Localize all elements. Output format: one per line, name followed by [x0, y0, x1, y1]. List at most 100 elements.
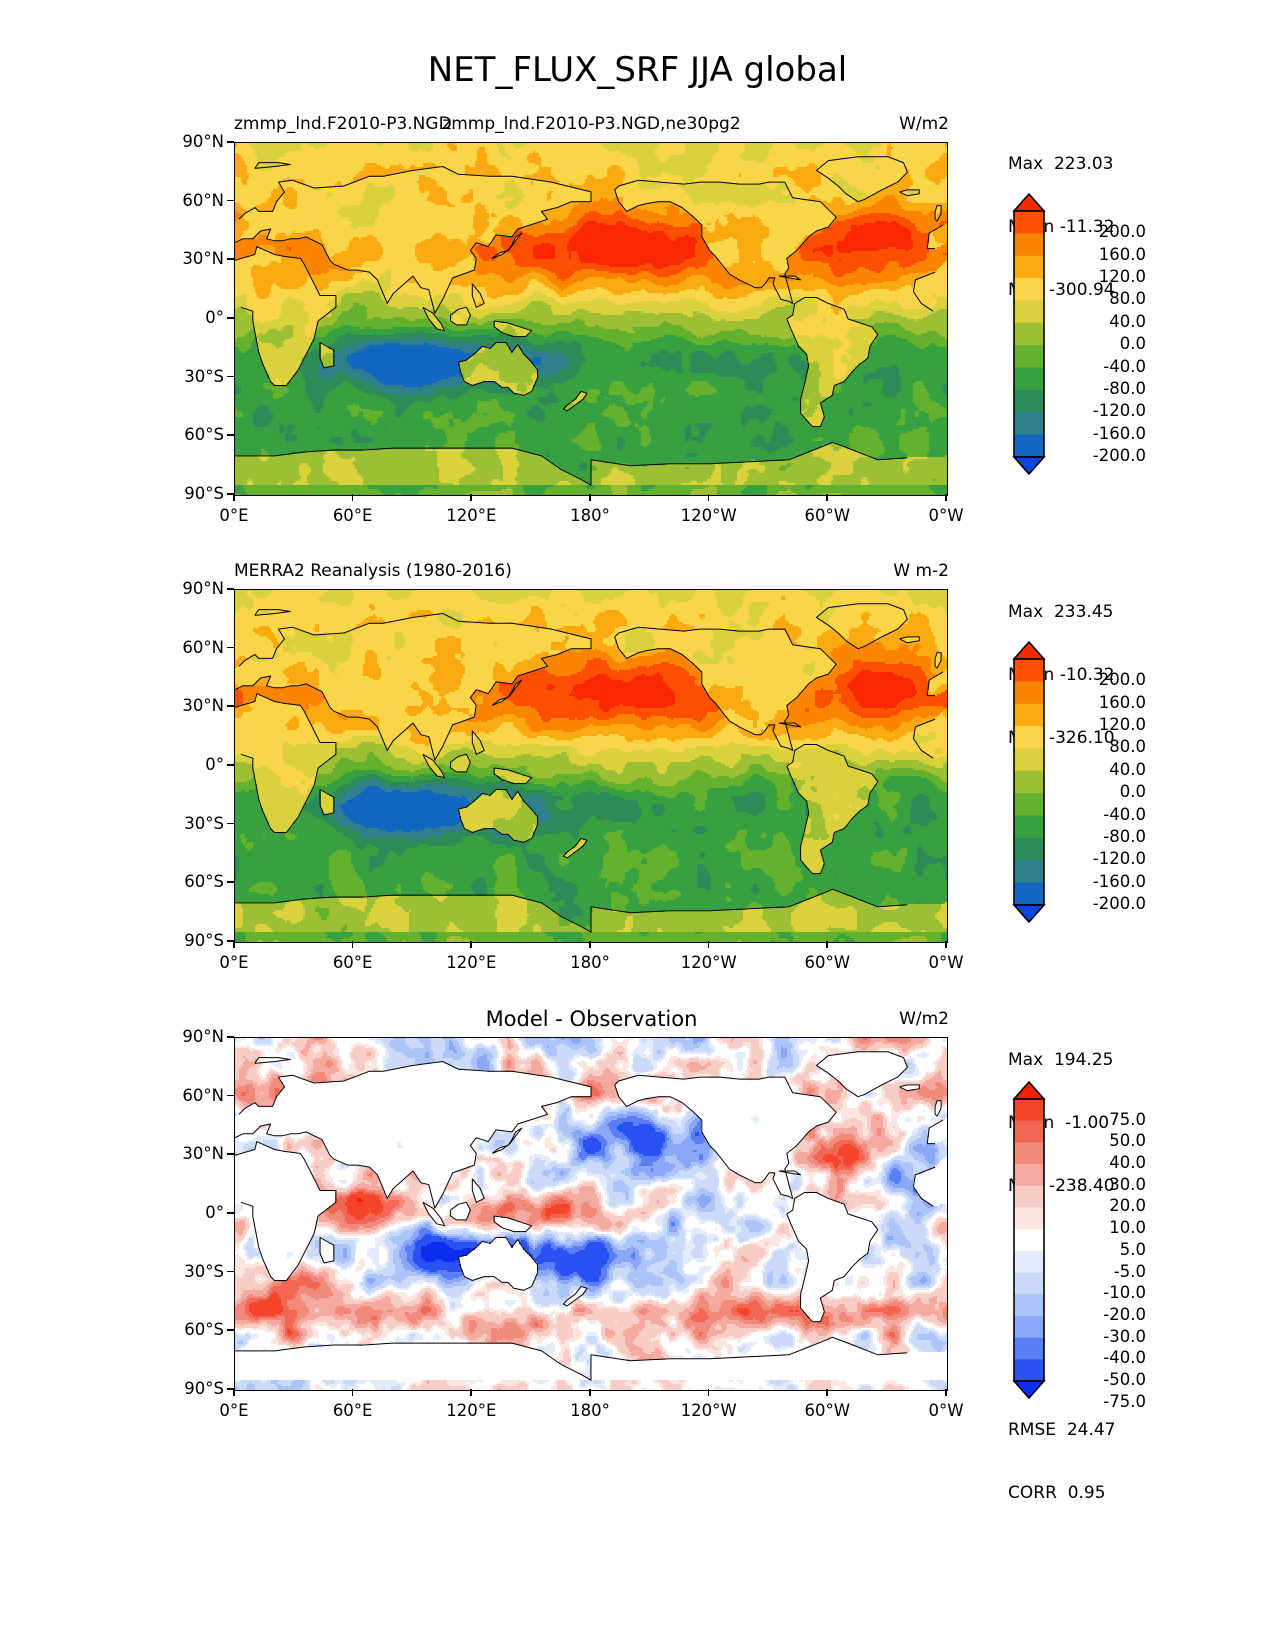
- stats-model-max: Max 223.03: [1008, 154, 1115, 175]
- ytick-mark-model-6: [227, 493, 234, 495]
- xtick-mark-difference-3: [589, 1389, 591, 1396]
- stats-corr-label: CORR: [1008, 1483, 1057, 1503]
- xtick-label-difference-0: 0°E: [184, 1401, 284, 1420]
- ytick-mark-difference-0: [227, 1036, 234, 1038]
- coastline-antarctica: [235, 888, 908, 933]
- xtick-mark-difference-0: [233, 1389, 235, 1396]
- xtick-mark-difference-1: [351, 1389, 354, 1396]
- colorbar-tick-label: 10.0: [1109, 1218, 1146, 1237]
- colorbar-tick-label: -10.0: [1103, 1283, 1146, 1302]
- xtick-mark-difference-6: [945, 1389, 947, 1396]
- coastline-n_america: [614, 179, 837, 304]
- colorbar-difference[interactable]: [1010, 1080, 1048, 1403]
- colorbar-tick-label: -5.0: [1114, 1262, 1146, 1281]
- coastline-philippines: [471, 283, 485, 308]
- xtick-mark-observation-4: [707, 941, 710, 948]
- xtick-mark-observation-5: [826, 941, 828, 948]
- map-model-svg: [235, 143, 947, 495]
- ytick-mark-observation-3: [227, 764, 234, 766]
- xtick-mark-model-1: [351, 494, 354, 501]
- coastline-madagascar: [319, 342, 335, 369]
- ytick-mark-observation-1: [227, 646, 234, 649]
- xtick-mark-difference-5: [826, 1389, 828, 1396]
- xtick-label-observation-4: 120°W: [659, 953, 759, 972]
- stats-observation-max: Max 233.45: [1008, 602, 1115, 623]
- xtick-mark-model-0: [233, 494, 235, 501]
- colorbar-tick-label: -40.0: [1103, 357, 1146, 376]
- ytick-mark-observation-2: [227, 705, 234, 707]
- colorbar-tick-label: 50.0: [1109, 1131, 1146, 1150]
- map-observation-svg: [235, 590, 947, 942]
- stats-observation-max-value: 233.45: [1054, 602, 1113, 622]
- colorbar-tick-label: -40.0: [1103, 805, 1146, 824]
- xtick-mark-model-2: [470, 494, 472, 501]
- stats-difference-min-value: -238.40: [1049, 1176, 1115, 1196]
- stats-corr: CORR 0.95: [1008, 1483, 1116, 1504]
- ytick-label-difference-6: 90°S: [156, 1379, 224, 1398]
- xtick-mark-observation-3: [589, 941, 591, 948]
- colorbar-observation[interactable]: [1010, 640, 1048, 927]
- coastline-iceland: [899, 1084, 920, 1092]
- xtick-mark-model-6: [945, 494, 947, 501]
- colorbar-tick-label: -75.0: [1103, 1392, 1146, 1411]
- colorbar-tick-label: 20.0: [1109, 1196, 1146, 1215]
- stats-model-max-label: Max: [1008, 154, 1043, 174]
- ytick-label-observation-2: 30°N: [156, 696, 224, 715]
- colorbar-tick-label: -40.0: [1103, 1348, 1146, 1367]
- ytick-label-difference-3: 0°: [156, 1203, 224, 1222]
- coastline-sumatra: [422, 753, 446, 779]
- ytick-mark-difference-6: [227, 1388, 234, 1390]
- panel-model-units: W/m2: [899, 114, 949, 136]
- ytick-label-difference-4: 30°S: [156, 1262, 224, 1281]
- stats-difference-max-value: 194.25: [1054, 1050, 1113, 1070]
- panel-difference-map[interactable]: [234, 1037, 948, 1391]
- panel-observation-units: W m-2: [893, 561, 949, 583]
- ytick-label-difference-1: 60°N: [156, 1086, 224, 1105]
- xtick-mark-model-5: [826, 494, 828, 501]
- colorbar-observation-labels: 200.0 160.0 120.0 80.0 40.0 0.0 -40.0 -80.0 -120…: [1050, 641, 1146, 923]
- ytick-label-model-6: 90°S: [156, 484, 224, 503]
- xtick-label-model-5: 60°W: [777, 506, 877, 525]
- xtick-mark-observation-6: [945, 941, 947, 948]
- coastline-svalbard: [254, 1057, 291, 1064]
- xtick-label-difference-3: 180°: [540, 1401, 640, 1420]
- ytick-label-model-4: 30°S: [156, 367, 224, 386]
- stats-model-max-value: 223.03: [1054, 154, 1113, 174]
- ytick-label-model-0: 90°N: [156, 132, 224, 151]
- coastline-eurasia: [235, 613, 944, 761]
- colorbar-tick-label: -200.0: [1093, 894, 1146, 913]
- coastline-borneo: [450, 1201, 471, 1221]
- coastline-japan: [491, 679, 523, 706]
- colorbar-tick-label: -20.0: [1103, 1305, 1146, 1324]
- coastline-greenland: [816, 1051, 908, 1098]
- ytick-mark-model-3: [227, 317, 234, 319]
- coastline-borneo: [450, 306, 471, 326]
- colorbar-tick-label: 200.0: [1099, 670, 1146, 689]
- xtick-mark-model-3: [589, 494, 591, 501]
- colorbar-tick-label: -120.0: [1093, 401, 1146, 420]
- colorbar-tick-label: 5.0: [1120, 1240, 1146, 1259]
- colorbar-tick-label: -160.0: [1093, 872, 1146, 891]
- stats-observation-min-value: -326.10: [1049, 728, 1115, 748]
- ytick-label-model-1: 60°N: [156, 191, 224, 210]
- xtick-label-difference-2: 120°E: [421, 1401, 521, 1420]
- colorbar-model-svg: [1012, 192, 1046, 476]
- panel-model-header-left: zmmp_lnd.F2010-P3.NGD: [234, 114, 452, 136]
- ytick-mark-difference-5: [227, 1329, 234, 1331]
- colorbar-tick-label: 200.0: [1099, 222, 1146, 241]
- colorbar-model[interactable]: [1010, 192, 1048, 479]
- ytick-mark-difference-1: [227, 1094, 234, 1097]
- coastline-eurasia: [235, 1061, 944, 1209]
- xtick-label-difference-5: 60°W: [777, 1401, 877, 1420]
- coastline-iceland: [899, 189, 920, 197]
- xtick-mark-observation-1: [351, 941, 354, 948]
- panel-observation-map[interactable]: [234, 589, 948, 943]
- ytick-mark-difference-2: [227, 1153, 234, 1155]
- ytick-label-difference-5: 60°S: [156, 1320, 224, 1339]
- coastline-n_america: [614, 626, 837, 751]
- colorbar-tick-label: 0.0: [1120, 782, 1146, 801]
- panel-model-map[interactable]: [234, 142, 948, 496]
- coastline-svalbard: [254, 162, 291, 169]
- coastline-s_america: [786, 744, 879, 875]
- coastline-antarctica: [235, 441, 908, 486]
